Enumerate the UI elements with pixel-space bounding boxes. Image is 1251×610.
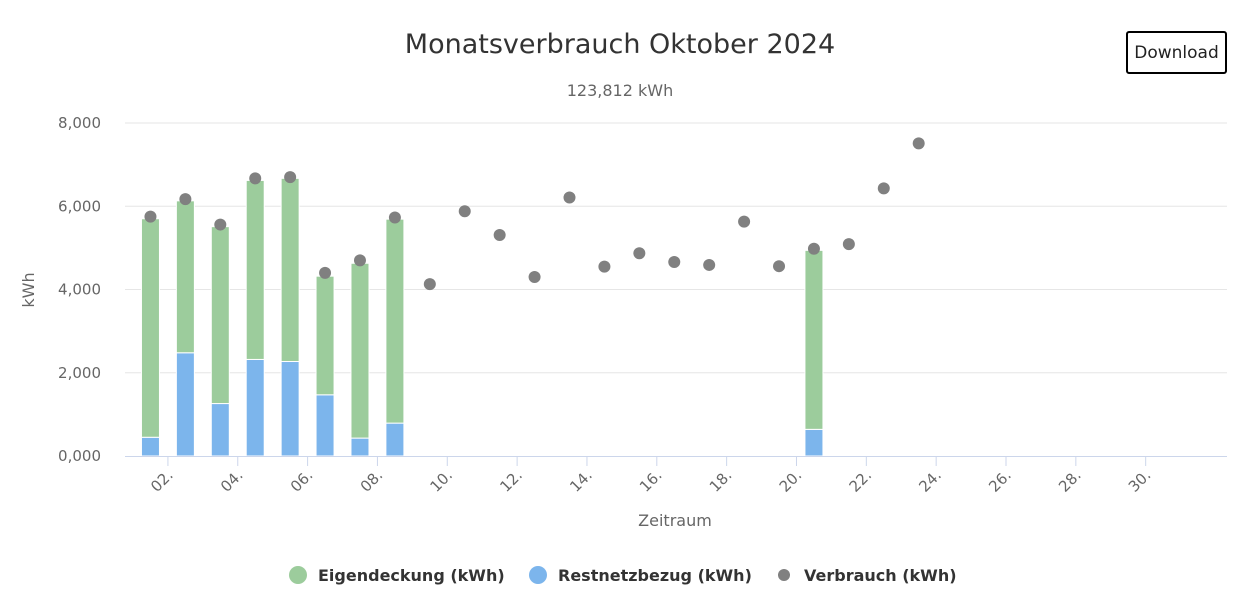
point-verbrauch — [179, 193, 192, 206]
bar-restnetzbezug — [175, 352, 195, 457]
x-tick-label: 02. — [147, 466, 177, 496]
x-tick-label: 20. — [776, 466, 806, 496]
point-verbrauch — [703, 258, 716, 271]
point-verbrauch — [912, 137, 925, 150]
download-button[interactable]: Download — [1126, 31, 1227, 74]
x-tick-label: 14. — [566, 466, 596, 496]
y-tick-label: 0,000 — [58, 447, 101, 465]
point-verbrauch — [493, 228, 506, 241]
legend-item-label: Verbrauch (kWh) — [804, 566, 957, 585]
point-verbrauch — [668, 256, 681, 269]
x-tick-label: 12. — [496, 466, 526, 496]
x-tick-label: 08. — [357, 466, 387, 496]
grid-lines — [125, 122, 1227, 374]
chart-subtitle: 123,812 kWh — [567, 81, 673, 100]
point-verbrauch — [528, 271, 541, 284]
y-axis-title: kWh — [19, 272, 38, 307]
x-tick-label: 28. — [1055, 466, 1085, 496]
x-tick-label: 16. — [636, 466, 666, 496]
legend: Eigendeckung (kWh) Restnetzbezug (kWh) Ver… — [289, 566, 957, 585]
point-verbrauch — [773, 260, 786, 273]
x-tick-label: 06. — [287, 466, 317, 496]
point-verbrauch — [738, 215, 751, 228]
bar-eigendeckung — [315, 275, 335, 396]
x-tick-label: 18. — [706, 466, 736, 496]
point-verbrauch — [319, 266, 332, 279]
point-verbrauch — [249, 172, 262, 185]
bar-restnetzbezug — [350, 437, 370, 457]
bar-eigendeckung — [350, 262, 370, 439]
point-verbrauch — [877, 182, 890, 195]
y-tick-label: 4,000 — [58, 281, 101, 299]
bar-restnetzbezug — [210, 403, 230, 457]
bar-restnetzbezug — [315, 394, 335, 457]
x-tick-label: 26. — [985, 466, 1015, 496]
bar-restnetzbezug — [140, 436, 160, 457]
bar-restnetzbezug — [804, 428, 824, 457]
bar-restnetzbezug — [280, 361, 300, 457]
point-verbrauch — [214, 218, 227, 231]
legend-item-label: Eigendeckung (kWh) — [318, 566, 505, 585]
bar-eigendeckung — [245, 179, 265, 360]
chart-title: Monatsverbrauch Oktober 2024 — [405, 29, 835, 60]
point-verbrauch — [284, 171, 297, 184]
x-tick-label: 24. — [915, 466, 945, 496]
point-verbrauch — [807, 242, 820, 255]
point-verbrauch — [633, 247, 646, 260]
point-verbrauch — [388, 211, 401, 224]
x-tick-label: 10. — [427, 466, 457, 496]
point-verbrauch — [598, 260, 611, 273]
y-tick-label: 6,000 — [58, 197, 101, 215]
point-verbrauch — [563, 191, 576, 204]
x-tick-label: 22. — [846, 466, 876, 496]
bar-restnetzbezug — [385, 422, 405, 457]
x-axis: 02. 04. 06. 08. 10. 12. 14. 16. 18. 20. 22. 24. 26. 2… — [125, 456, 1227, 496]
bar-eigendeckung — [280, 177, 300, 363]
point-verbrauch — [144, 210, 157, 223]
bar-marks — [140, 177, 824, 457]
scatter-marks — [144, 137, 925, 291]
y-tick-label: 2,000 — [58, 364, 101, 382]
y-tick-label: 8,000 — [58, 114, 101, 132]
legend-marker — [529, 566, 547, 584]
bar-eigendeckung — [385, 218, 405, 424]
point-verbrauch — [423, 278, 436, 291]
legend-marker — [778, 569, 790, 581]
bar-eigendeckung — [140, 218, 160, 438]
point-verbrauch — [842, 238, 855, 251]
bar-restnetzbezug — [245, 358, 265, 457]
bar-eigendeckung — [804, 249, 824, 430]
x-tick-label: 04. — [217, 466, 247, 496]
point-verbrauch — [353, 254, 366, 267]
x-axis-title: Zeitraum — [638, 511, 712, 530]
x-tick-label: 30. — [1125, 466, 1155, 496]
bar-eigendeckung — [175, 200, 195, 354]
y-axis: 0,000 2,000 4,000 6,000 8,000 — [58, 114, 101, 465]
legend-item-label: Restnetzbezug (kWh) — [558, 566, 752, 585]
bar-eigendeckung — [210, 226, 230, 405]
legend-marker — [289, 566, 307, 584]
point-verbrauch — [458, 205, 471, 218]
